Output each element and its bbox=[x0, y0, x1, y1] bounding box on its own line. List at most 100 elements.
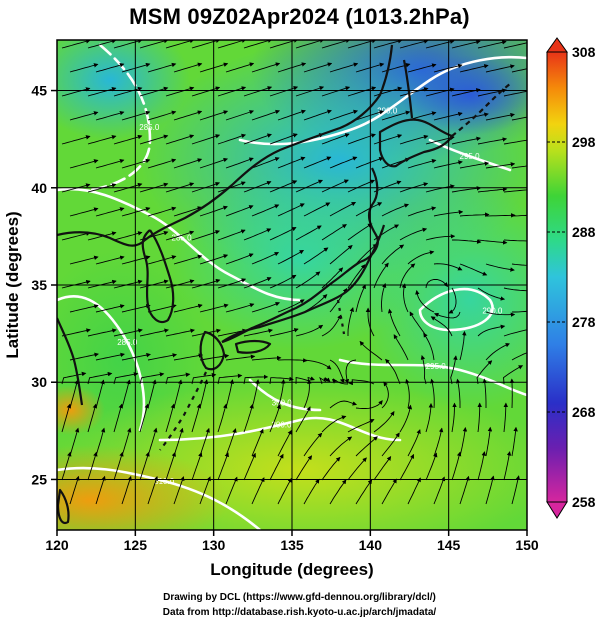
streamline bbox=[477, 137, 508, 145]
colorbar: 308 298 288 278 268 258 bbox=[546, 37, 596, 519]
streamline bbox=[459, 212, 490, 217]
streamline bbox=[459, 475, 470, 505]
streamline bbox=[121, 206, 151, 217]
streamline bbox=[217, 40, 247, 49]
streamline bbox=[113, 403, 123, 433]
streamline bbox=[251, 379, 260, 409]
streamline bbox=[225, 62, 255, 73]
streamline bbox=[165, 451, 176, 481]
streamline bbox=[452, 239, 482, 244]
streamline bbox=[355, 284, 366, 313]
streamline bbox=[405, 378, 410, 409]
coast-shikoku bbox=[234, 339, 272, 354]
streamline bbox=[61, 328, 91, 337]
streamline bbox=[269, 404, 281, 433]
streamline bbox=[321, 179, 349, 193]
streamline bbox=[243, 328, 273, 337]
streamline bbox=[295, 324, 324, 337]
streamline bbox=[87, 86, 117, 97]
lat-lon-grid bbox=[57, 40, 527, 530]
streamline bbox=[173, 353, 204, 361]
streamline bbox=[165, 40, 195, 49]
streamline bbox=[69, 475, 80, 505]
colorbar-tick-label: 258 bbox=[572, 494, 596, 510]
streamline bbox=[303, 202, 331, 217]
x-tick-label: 150 bbox=[515, 537, 539, 553]
y-axis: 25 30 35 40 45 bbox=[31, 83, 57, 487]
streamline bbox=[420, 354, 427, 385]
streamline bbox=[147, 427, 158, 457]
streamline bbox=[482, 378, 487, 408]
streamline bbox=[95, 379, 105, 409]
streamline bbox=[511, 475, 521, 505]
streamline bbox=[355, 62, 385, 73]
streamline bbox=[251, 157, 280, 169]
streamline bbox=[485, 475, 495, 505]
streamline bbox=[387, 308, 401, 337]
coast-kyushu bbox=[199, 330, 226, 371]
streamline bbox=[321, 224, 347, 241]
streamline bbox=[373, 410, 395, 433]
streamline bbox=[243, 228, 272, 241]
x-tick-label: 120 bbox=[45, 537, 69, 553]
coast-honshu-south bbox=[221, 224, 386, 343]
streamline bbox=[139, 86, 169, 97]
streamline bbox=[269, 376, 294, 385]
streamline bbox=[451, 40, 481, 49]
isotherm-line bbox=[428, 138, 512, 172]
streamline bbox=[381, 244, 405, 265]
streamline bbox=[450, 355, 458, 385]
streamline bbox=[433, 476, 446, 505]
streamline bbox=[451, 186, 482, 193]
streamline bbox=[355, 243, 378, 265]
streamline bbox=[225, 476, 238, 505]
wind-streamlines bbox=[61, 40, 527, 505]
streamline bbox=[139, 451, 150, 481]
streamline bbox=[277, 203, 305, 217]
streamline bbox=[451, 451, 462, 481]
streamline bbox=[303, 62, 333, 73]
streamline bbox=[321, 133, 350, 145]
streamline bbox=[165, 86, 195, 97]
streamline bbox=[503, 90, 527, 97]
streamline bbox=[251, 302, 280, 313]
isotherm-line bbox=[158, 416, 402, 442]
streamline bbox=[165, 328, 195, 337]
streamline bbox=[477, 402, 482, 433]
streamline bbox=[459, 263, 488, 276]
streamline bbox=[329, 62, 359, 73]
streamline bbox=[199, 427, 210, 457]
streamline bbox=[511, 116, 527, 121]
streamline bbox=[355, 156, 384, 169]
streamline bbox=[373, 134, 403, 145]
streamline bbox=[251, 355, 282, 361]
streamline bbox=[61, 371, 87, 385]
streamline bbox=[243, 277, 272, 289]
streamline bbox=[147, 304, 177, 313]
coast-izu bbox=[336, 299, 346, 335]
streamline bbox=[113, 451, 124, 481]
streamline bbox=[165, 279, 195, 289]
contour-label: 310.0 bbox=[154, 477, 175, 486]
isotherm-line bbox=[57, 466, 262, 530]
streamline bbox=[433, 427, 444, 457]
streamline bbox=[321, 40, 351, 49]
streamline bbox=[355, 436, 378, 457]
temperature-field bbox=[57, 40, 527, 530]
streamline bbox=[69, 63, 99, 73]
coast-china bbox=[57, 317, 84, 406]
streamline bbox=[139, 403, 149, 433]
streamline bbox=[277, 429, 292, 457]
isotherm-line bbox=[57, 295, 146, 432]
streamline bbox=[165, 230, 195, 241]
streamline bbox=[95, 352, 125, 361]
streamline bbox=[321, 415, 347, 433]
streamline bbox=[303, 156, 332, 169]
streamline bbox=[173, 62, 203, 73]
streamline bbox=[113, 86, 143, 97]
streamline bbox=[277, 477, 292, 505]
x-axis: 120 125 130 135 140 145 150 bbox=[45, 530, 539, 553]
streamline bbox=[355, 479, 373, 505]
streamline bbox=[511, 352, 527, 361]
streamline bbox=[147, 206, 177, 217]
